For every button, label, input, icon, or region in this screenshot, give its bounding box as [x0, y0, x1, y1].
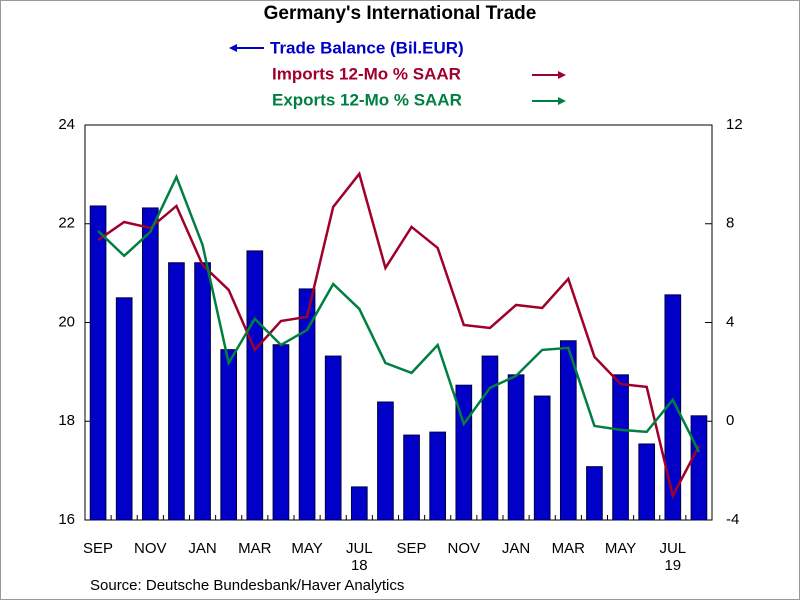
bar	[481, 355, 499, 521]
bar	[429, 431, 447, 521]
bar	[612, 374, 629, 521]
bar	[690, 415, 708, 521]
y2-tick-label: -4	[726, 511, 739, 528]
x-year-label: 18	[351, 557, 368, 574]
x-tick-label: JUL	[346, 540, 373, 557]
bar	[350, 486, 368, 521]
bar	[403, 434, 420, 521]
bar	[533, 395, 551, 521]
bar	[194, 262, 211, 521]
bar	[141, 207, 159, 521]
bar	[586, 466, 603, 521]
bar	[324, 355, 342, 521]
bar	[377, 401, 394, 521]
x-tick-label: SEP	[83, 540, 113, 557]
bar	[559, 340, 577, 521]
legend: Trade Balance (Bil.EUR) Imports 12-Mo % …	[229, 38, 566, 109]
legend-label: Trade Balance (Bil.EUR)	[270, 38, 464, 57]
line	[97, 173, 701, 453]
x-tick-label: JAN	[188, 540, 216, 557]
bar	[638, 443, 656, 521]
x-tick-label: JUL	[659, 540, 686, 557]
legend-label: Exports 12-Mo % SAAR	[272, 90, 462, 109]
y2-tick-label: 12	[726, 116, 743, 133]
y-tick-label: 18	[58, 412, 75, 429]
bar	[507, 374, 525, 521]
bar	[220, 349, 238, 521]
bar	[246, 250, 264, 521]
bar	[272, 344, 290, 521]
bar	[115, 297, 133, 521]
y-tick-label: 16	[58, 511, 75, 528]
y-tick-label: 20	[58, 313, 75, 330]
x-tick-label: SEP	[397, 540, 427, 557]
x-tick-label: NOV	[448, 540, 481, 557]
x-tick-label: NOV	[134, 540, 167, 557]
x-tick-label: MAY	[291, 540, 322, 557]
x-year-label: 19	[664, 557, 681, 574]
x-tick-label: MAR	[552, 540, 586, 557]
chart-title: Germany's International Trade	[264, 3, 537, 24]
x-tick-label: MAY	[605, 540, 636, 557]
y2-tick-label: 4	[726, 313, 734, 330]
legend-label: Imports 12-Mo % SAAR	[272, 64, 461, 83]
legend-arrowhead	[229, 44, 237, 52]
legend-arrowhead	[558, 97, 566, 105]
source: Source: Deutsche Bundesbank/Haver Analyt…	[90, 577, 404, 594]
bar	[298, 288, 316, 521]
line	[97, 171, 701, 500]
y2-tick-label: 0	[726, 412, 734, 429]
bar	[89, 205, 107, 521]
legend-arrowhead	[558, 71, 566, 79]
bar	[168, 262, 185, 521]
x-tick-label: MAR	[238, 540, 272, 557]
y-tick-label: 22	[58, 215, 75, 232]
x-tick-label: JAN	[502, 540, 530, 557]
y-tick-label: 24	[58, 116, 75, 133]
y2-tick-label: 8	[726, 215, 734, 232]
